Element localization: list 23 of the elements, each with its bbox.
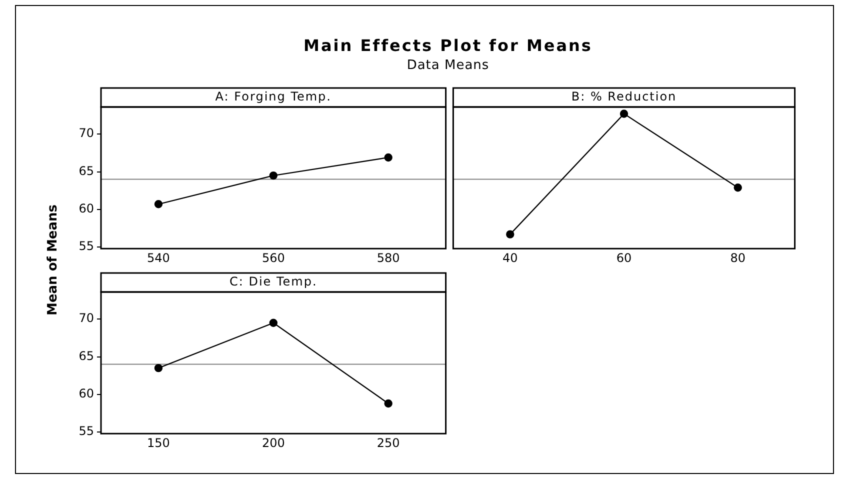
chart-title: Main Effects Plot for Means — [302, 36, 594, 55]
y-tick-label: 65 — [78, 164, 94, 178]
x-tick-label: 200 — [262, 436, 285, 450]
y-tick-label: 65 — [78, 348, 94, 363]
x-tick-label: 60 — [616, 250, 632, 265]
x-tick-label: 80 — [730, 250, 746, 265]
y-tick-label: 60 — [78, 202, 94, 216]
y-tick-label: 70 — [78, 311, 94, 326]
x-tick-label: 560 — [262, 250, 285, 265]
y-tick-label: 55 — [78, 239, 94, 254]
x-tick-label: 40 — [502, 250, 518, 265]
x-tick-label: 250 — [376, 436, 400, 450]
y-tick-label: 60 — [78, 386, 94, 401]
x-axis-title: A: Forging Temp. — [215, 90, 332, 104]
x-axis-title: B: % Reduction — [571, 90, 677, 104]
y-tick-label: 55 — [78, 424, 94, 438]
y-axis-title: Mean of Means — [46, 204, 60, 316]
chart-subtitle: Data Means — [406, 58, 490, 73]
x-tick-label: 540 — [147, 250, 170, 265]
x-tick-label: 580 — [376, 250, 400, 265]
y-tick-label: 70 — [78, 126, 94, 140]
x-tick-label: 150 — [147, 436, 170, 450]
x-axis-title: C: Die Temp. — [229, 274, 318, 289]
